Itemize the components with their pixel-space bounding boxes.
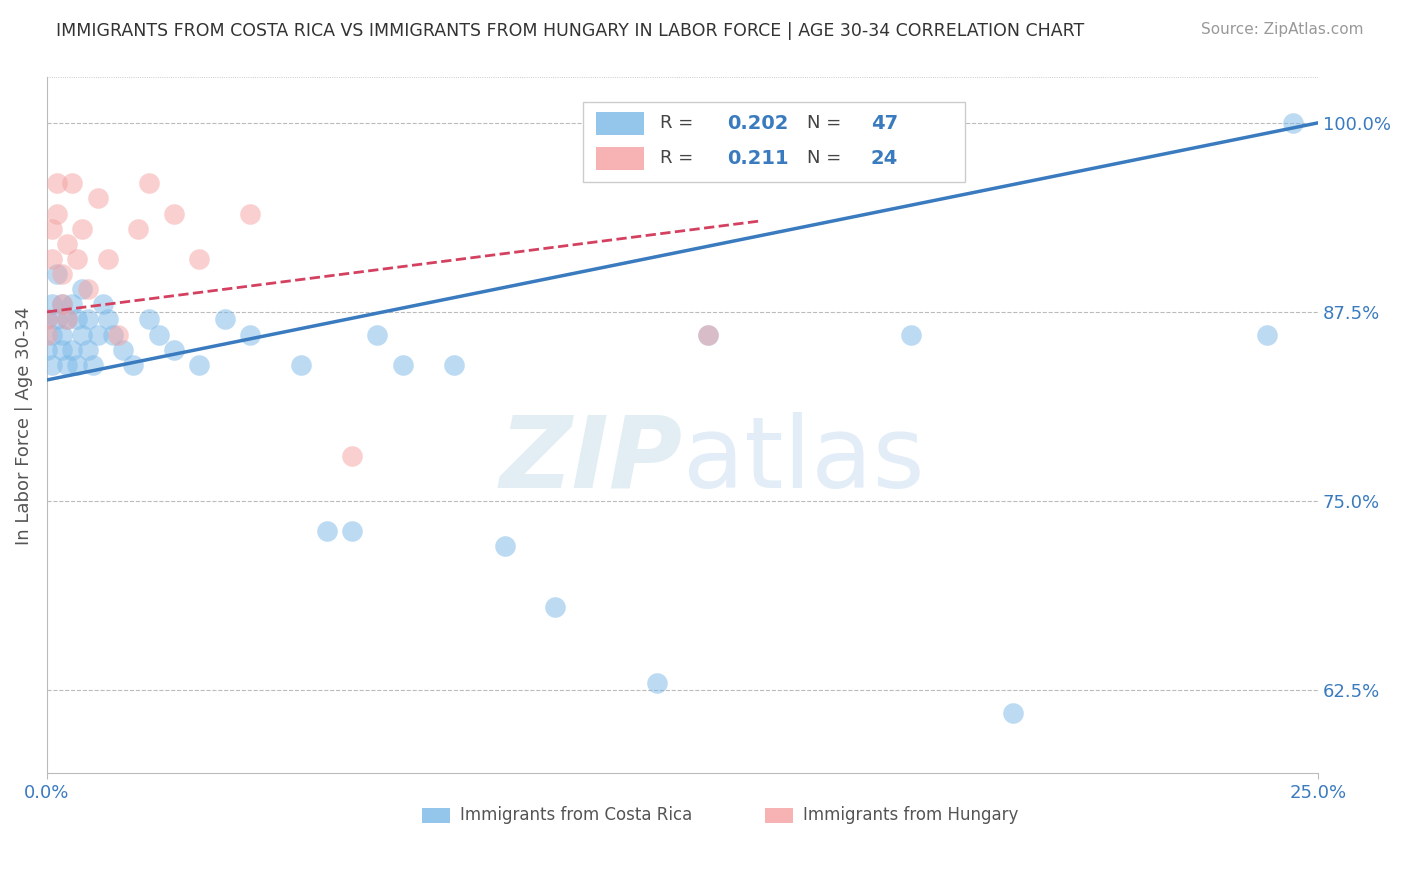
Point [76,343,98,357]
Point [51,297,73,311]
Point [112,343,135,357]
Point [41,252,63,266]
Point [51,267,73,281]
Text: Source: ZipAtlas.com: Source: ZipAtlas.com [1201,22,1364,37]
Point [41,327,63,342]
Point [188,358,211,372]
Point [76,282,98,296]
Point [1281,116,1303,130]
Text: N =: N = [807,114,841,132]
Point [72,282,94,296]
Point [60,177,83,191]
Text: R =: R = [659,114,693,132]
Point [315,524,337,539]
Point [1256,327,1278,342]
FancyBboxPatch shape [422,808,450,823]
Point [138,312,160,326]
Point [188,252,211,266]
Point [697,327,720,342]
Point [290,358,312,372]
Point [60,297,83,311]
Point [51,297,73,311]
Point [41,358,63,372]
Point [41,221,63,235]
Text: atlas: atlas [682,411,924,508]
Point [148,327,170,342]
Point [56,312,79,326]
Point [35,343,58,357]
Point [56,236,79,251]
Point [127,221,149,235]
Point [697,327,720,342]
Text: 24: 24 [870,149,898,168]
Point [340,524,363,539]
Point [46,206,69,220]
Point [443,358,465,372]
Point [163,206,186,220]
Point [66,252,89,266]
Text: 0.202: 0.202 [727,114,789,133]
Text: Immigrants from Costa Rica: Immigrants from Costa Rica [460,806,692,824]
Point [41,297,63,311]
Point [35,327,58,342]
Point [544,599,567,614]
Point [35,312,58,326]
Point [340,449,363,463]
Point [46,177,69,191]
Text: ZIP: ZIP [499,411,682,508]
Text: N =: N = [807,149,841,167]
FancyBboxPatch shape [765,808,793,823]
Point [66,312,89,326]
Point [900,327,922,342]
Point [60,343,83,357]
Point [91,297,114,311]
Text: 47: 47 [870,114,898,133]
Point [82,358,104,372]
Point [46,267,69,281]
Point [494,540,516,554]
Point [138,177,160,191]
Point [107,327,129,342]
Text: IMMIGRANTS FROM COSTA RICA VS IMMIGRANTS FROM HUNGARY IN LABOR FORCE | AGE 30-34: IMMIGRANTS FROM COSTA RICA VS IMMIGRANTS… [56,22,1084,40]
Point [87,327,110,342]
Point [72,327,94,342]
Point [87,191,110,205]
Point [163,343,186,357]
FancyBboxPatch shape [583,102,965,182]
Point [239,327,262,342]
Point [76,312,98,326]
Point [1002,706,1025,720]
Point [97,252,120,266]
FancyBboxPatch shape [596,112,644,136]
Point [56,312,79,326]
Point [366,327,388,342]
Point [51,343,73,357]
Point [214,312,236,326]
Y-axis label: In Labor Force | Age 30-34: In Labor Force | Age 30-34 [15,306,32,544]
FancyBboxPatch shape [596,147,644,170]
Point [97,312,120,326]
Text: Immigrants from Hungary: Immigrants from Hungary [803,806,1019,824]
Point [645,675,668,690]
Point [46,312,69,326]
Point [66,358,89,372]
Point [35,312,58,326]
Point [392,358,415,372]
Text: 0.211: 0.211 [727,149,789,168]
Point [239,206,262,220]
Point [56,358,79,372]
Point [51,327,73,342]
Point [122,358,145,372]
Point [101,327,124,342]
Point [72,221,94,235]
Text: R =: R = [659,149,693,167]
